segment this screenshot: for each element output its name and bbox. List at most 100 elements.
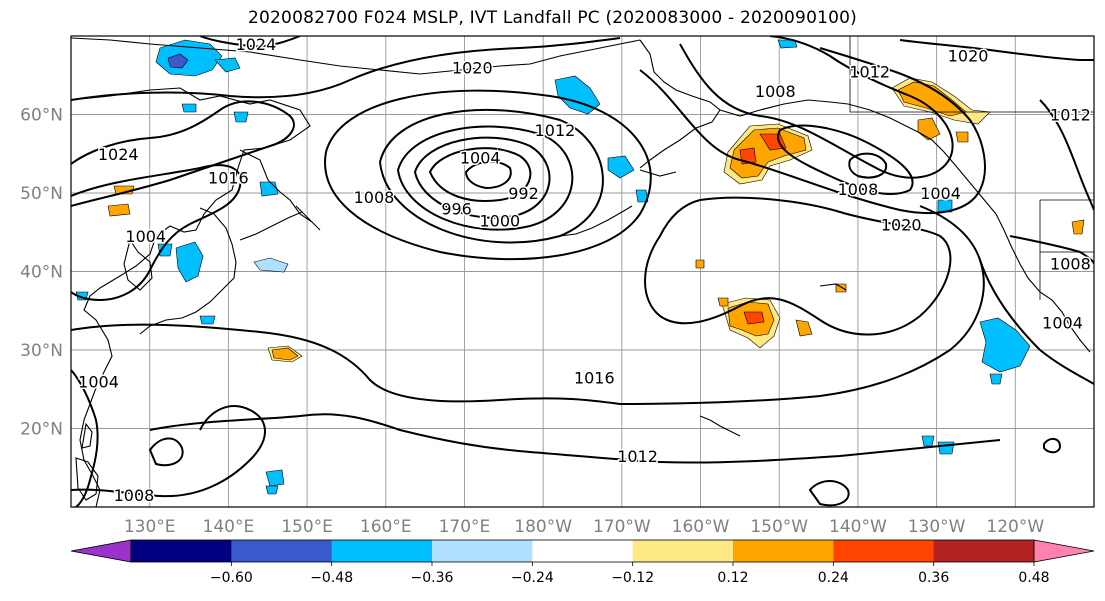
colorbar-extend-low [70, 539, 132, 563]
lat-tick-label: 50°N [20, 184, 63, 204]
contour-label: 1004 [78, 372, 119, 391]
contour-label: 1008 [1050, 255, 1091, 274]
isobar-small-e [1043, 438, 1062, 454]
isobar-1008-e [1009, 235, 1094, 265]
contour-label: 1012 [1050, 106, 1091, 125]
coastline-philippines [75, 457, 99, 501]
lon-tick-label: 150°W [750, 517, 808, 537]
isobar-1020-ne [899, 39, 1094, 61]
lon-tick-label: 180°W [514, 517, 572, 537]
colorbar-tick-label: −0.36 [411, 570, 454, 586]
ivt-patch [729, 127, 807, 179]
ivt-patch [989, 373, 1003, 385]
ivt-patch [695, 259, 705, 269]
ivt-patch [233, 111, 249, 123]
ivt-patch [917, 117, 941, 141]
colorbar-tick-label: −0.24 [511, 570, 554, 586]
border-canada-us [849, 36, 1094, 113]
contour-label: 1004 [920, 184, 961, 203]
isobar-1012-ne [1039, 99, 1094, 211]
isobar-1008-sw [71, 405, 266, 498]
colorbar-segment [131, 540, 232, 562]
ivt-patch [1071, 219, 1085, 235]
contour-labels: 1024 1020 1024 1016 1008 1004 1012 996 992 1000 10… [77, 33, 1093, 506]
isobar-1024-nw [71, 100, 295, 207]
colorbar-tick-label: 0.24 [818, 570, 849, 586]
contour-label: 1020 [452, 58, 493, 77]
ivt-patch [271, 347, 299, 361]
lon-tick-label: 170°W [593, 517, 651, 537]
lat-tick-label: 40°N [20, 263, 63, 283]
colorbar-segment [733, 540, 834, 562]
colorbar-segment [933, 540, 1035, 562]
coastlines [71, 37, 1091, 507]
ivt-patch [795, 319, 813, 337]
coastline-korea [123, 238, 153, 291]
lat-tick-label: 20°N [20, 420, 63, 440]
ivt-patch [181, 103, 197, 113]
ivt-patch [175, 241, 204, 283]
ivt-patch [607, 155, 635, 179]
isobar-1004-ak [777, 124, 914, 196]
isobar-1000 [413, 136, 551, 219]
coastline-islands [639, 169, 847, 291]
contour-label: 1024 [236, 35, 277, 54]
lon-tick-label: 160°W [672, 517, 730, 537]
ivt-patch [921, 435, 935, 447]
contour-label: 1024 [98, 145, 139, 164]
contour-label: 1004 [125, 227, 166, 246]
longitude-labels: 130°E 140°E 150°E 160°E 170°E 180°W 170°W 160°W… [124, 517, 1045, 537]
isobar-996 [428, 147, 532, 202]
political-borders [849, 36, 1094, 300]
mslp-contours [71, 36, 1094, 507]
colorbar-tick-label: 0.36 [918, 570, 949, 586]
ivt-patch [265, 485, 279, 495]
colorbar-tick-label: −0.60 [210, 570, 253, 586]
lon-tick-label: 130°W [908, 517, 966, 537]
isobar-1016-nw [71, 164, 242, 302]
ivt-patch [199, 315, 216, 325]
colorbar-extend-high [1033, 539, 1095, 563]
ivt-negative-shading [75, 39, 1031, 495]
isobar-1016-main [71, 205, 985, 406]
lat-tick-label: 30°N [20, 341, 63, 361]
coastline-aleutians [559, 205, 633, 237]
lon-tick-label: 140°E [203, 517, 255, 537]
map-title: 2020082700 F024 MSLP, IVT Landfall PC (2… [248, 8, 857, 28]
ivt-patch [107, 203, 131, 217]
coastline-kuril [239, 211, 303, 241]
colorbar-segment [632, 540, 734, 562]
coastline-kamchatka [239, 149, 321, 231]
isobar-1004-e [979, 259, 1094, 385]
contour-label: 992 [508, 184, 539, 203]
isobar-1004-west [71, 369, 99, 507]
contour-label: 1008 [114, 486, 155, 505]
ivt-patch [265, 469, 285, 487]
colorbar-tick-label: 0.12 [717, 570, 748, 586]
lon-tick-label: 130°E [124, 517, 176, 537]
latitude-labels: 60°N 50°N 40°N 30°N 20°N [20, 106, 63, 440]
contour-label: 1008 [354, 188, 395, 207]
isobar-1020-east [644, 196, 952, 336]
ivt-patch [743, 311, 765, 325]
lon-tick-label: 140°W [829, 517, 887, 537]
isobar-1004 [396, 125, 574, 231]
isobar-1008 [378, 109, 604, 244]
colorbar-segment [432, 540, 533, 562]
map-frame [70, 35, 1095, 508]
isobar-1012-south [149, 413, 1001, 464]
contour-label: 1000 [480, 211, 521, 230]
ivt-patch [214, 57, 241, 73]
colorbar-frame [130, 539, 1035, 563]
contour-label: 1008 [755, 82, 796, 101]
contour-label: 1004 [460, 149, 501, 168]
isobar-1008-sw-loop [148, 437, 184, 467]
isobar-1020-nw [71, 37, 621, 101]
isobar-1012 [324, 89, 652, 261]
ivt-patch [259, 181, 279, 197]
contour-label: 1020 [948, 47, 989, 66]
ivt-patch [717, 297, 729, 307]
isobar-1000-ak [848, 152, 888, 179]
coastline-taiwan [81, 422, 93, 449]
